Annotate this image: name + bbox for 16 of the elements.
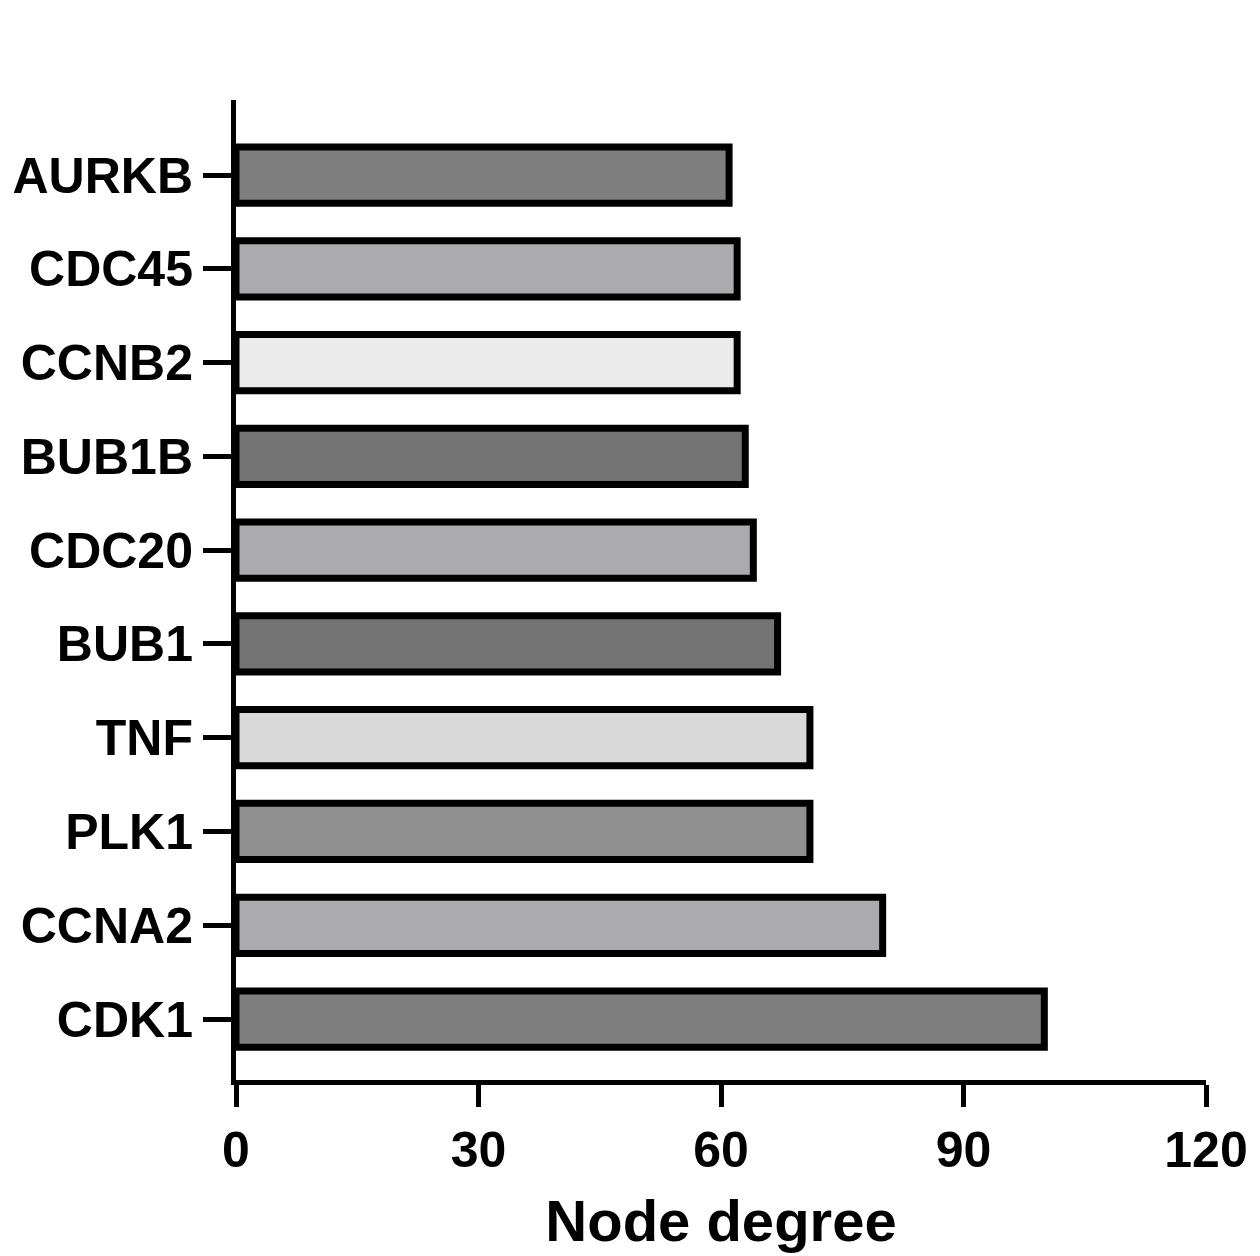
y-tick-label: BUB1B [20, 428, 193, 485]
x-tick-label: 0 [222, 1122, 250, 1178]
y-tick-label: CCNB2 [20, 335, 193, 392]
y-tick-label: CDC45 [29, 241, 193, 298]
x-tick-label: 120 [1164, 1122, 1248, 1178]
y-tick-label: AURKB [12, 147, 193, 204]
y-tick-label: TNF [95, 710, 193, 767]
x-tick-label: 90 [935, 1122, 992, 1178]
x-tick-label: 60 [693, 1122, 749, 1178]
x-tick-label: 30 [450, 1122, 507, 1178]
y-tick-label: BUB1 [56, 616, 193, 673]
y-tick-label: PLK1 [65, 803, 193, 860]
x-axis-title: Node degree [545, 1188, 897, 1254]
y-tick-label: CDC20 [29, 522, 193, 579]
y-tick-label: CDK1 [56, 991, 193, 1048]
y-tick-label: CCNA2 [20, 897, 193, 954]
